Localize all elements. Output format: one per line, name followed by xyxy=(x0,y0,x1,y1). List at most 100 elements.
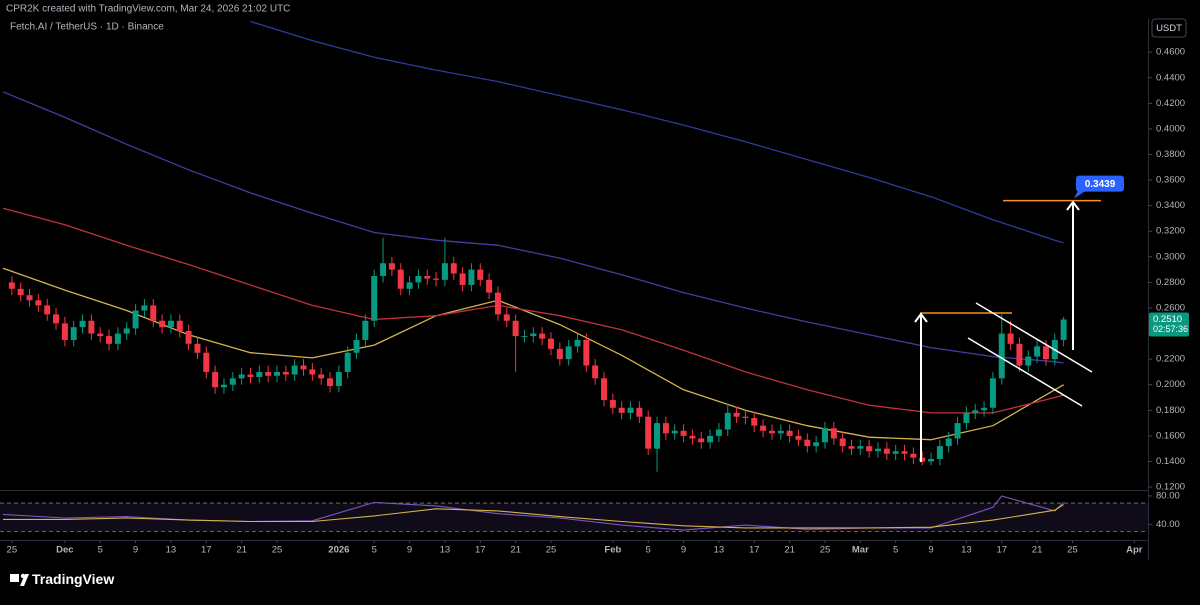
candle-body xyxy=(945,438,952,447)
candle-body xyxy=(813,442,820,447)
candle-body xyxy=(1007,333,1014,344)
candle-body xyxy=(574,339,581,347)
candle-body xyxy=(424,276,431,279)
candle-body xyxy=(309,369,316,375)
candle-body xyxy=(1016,343,1023,366)
x-tick-label: 9 xyxy=(407,545,412,556)
logo-text: TradingView xyxy=(32,571,114,587)
candle-body xyxy=(70,327,77,340)
candle-body xyxy=(79,320,86,328)
candle-body xyxy=(830,428,837,439)
candle-body xyxy=(671,430,678,434)
candle-body xyxy=(954,423,961,439)
candle-body xyxy=(919,457,926,462)
candle-body xyxy=(981,407,988,411)
candle-body xyxy=(433,278,440,280)
candle-body xyxy=(61,323,68,340)
candle-body xyxy=(601,378,608,401)
y-tick-label: 80.00 xyxy=(1156,490,1180,501)
y-tick-label: 0.4600 xyxy=(1156,47,1185,58)
candle-body xyxy=(114,333,121,344)
candle-body xyxy=(866,446,873,452)
y-tick-label: 0.2600 xyxy=(1156,302,1185,313)
candle-body xyxy=(1042,346,1049,360)
x-tick-label: 5 xyxy=(372,545,377,556)
candle-body xyxy=(963,412,970,424)
x-tick-label: Mar xyxy=(852,545,869,556)
candle-body xyxy=(795,435,802,440)
candle-body xyxy=(53,314,60,324)
candle-body xyxy=(327,378,334,387)
candle-body xyxy=(654,423,661,449)
candle-body xyxy=(1034,346,1041,357)
currency[interactable]: USDT xyxy=(1156,23,1182,34)
y-tick-label: 0.3600 xyxy=(1156,175,1185,186)
candle-body xyxy=(821,428,828,443)
indicator-line xyxy=(250,20,1064,244)
x-tick-label: 13 xyxy=(961,545,972,556)
candle-body xyxy=(88,320,95,334)
candle-body xyxy=(715,429,722,436)
x-tick-label: 5 xyxy=(646,545,651,556)
candle-body xyxy=(724,412,731,430)
candle-body xyxy=(371,276,378,321)
y-tick-label: 0.3800 xyxy=(1156,149,1185,160)
candle-body xyxy=(494,292,501,315)
channel-line xyxy=(967,337,1083,407)
candle-body xyxy=(344,352,351,372)
last-price: 0.2510 xyxy=(1153,314,1182,325)
candle-body xyxy=(256,371,263,378)
candle-body xyxy=(839,438,846,447)
candle-body xyxy=(450,263,457,274)
y-tick-label: 0.2200 xyxy=(1156,354,1185,365)
x-tick-label: 25 xyxy=(1067,545,1078,556)
candle-body xyxy=(768,430,775,434)
candle-body xyxy=(150,305,157,321)
arrow-head xyxy=(1066,200,1080,211)
y-tick-label: 0.4400 xyxy=(1156,72,1185,83)
candle-body xyxy=(380,263,387,277)
x-tick-label: 17 xyxy=(201,545,212,556)
x-tick-label: 13 xyxy=(440,545,451,556)
candle-body xyxy=(751,417,758,426)
logo-icon xyxy=(20,574,29,586)
candle-body xyxy=(406,282,413,289)
candle-body xyxy=(132,310,139,329)
candle-body xyxy=(26,295,33,301)
x-tick-label: Dec xyxy=(56,545,73,556)
x-tick-label: 9 xyxy=(928,545,933,556)
candle-body xyxy=(777,430,784,434)
candle-body xyxy=(848,446,855,449)
candle-body xyxy=(123,328,130,334)
candle-body xyxy=(282,371,289,375)
candle-body xyxy=(459,273,466,285)
x-tick-label: 21 xyxy=(784,545,795,556)
candle-body xyxy=(441,263,448,280)
candle-body xyxy=(857,446,864,449)
axes: 0.12000.14000.16000.18000.20000.22000.24… xyxy=(7,47,1189,556)
candle-body xyxy=(8,282,15,289)
candle-body xyxy=(1025,356,1032,366)
candle-body xyxy=(247,374,254,378)
y-tick-label: 0.3000 xyxy=(1156,251,1185,262)
candle-body xyxy=(521,336,528,338)
candle-body xyxy=(928,458,935,462)
countdown: 02:57:36 xyxy=(1153,324,1188,334)
candle-body xyxy=(680,430,687,436)
y-tick-label: 0.4000 xyxy=(1156,123,1185,134)
target-label: 0.3439 xyxy=(1085,179,1116,190)
candle-body xyxy=(167,320,174,328)
candle-body xyxy=(1060,319,1067,340)
candle-body xyxy=(972,410,979,413)
y-tick-label: 0.1200 xyxy=(1156,482,1185,493)
candle-body xyxy=(486,279,493,293)
candle-body xyxy=(645,416,652,449)
candle-body xyxy=(335,371,342,387)
candle-body xyxy=(742,416,749,418)
candle-body xyxy=(662,423,669,434)
currency-box[interactable] xyxy=(1151,18,1187,38)
candle-body xyxy=(698,438,705,443)
candle-body xyxy=(910,453,917,458)
x-tick-label: 21 xyxy=(1032,545,1043,556)
candle-body xyxy=(477,269,484,280)
